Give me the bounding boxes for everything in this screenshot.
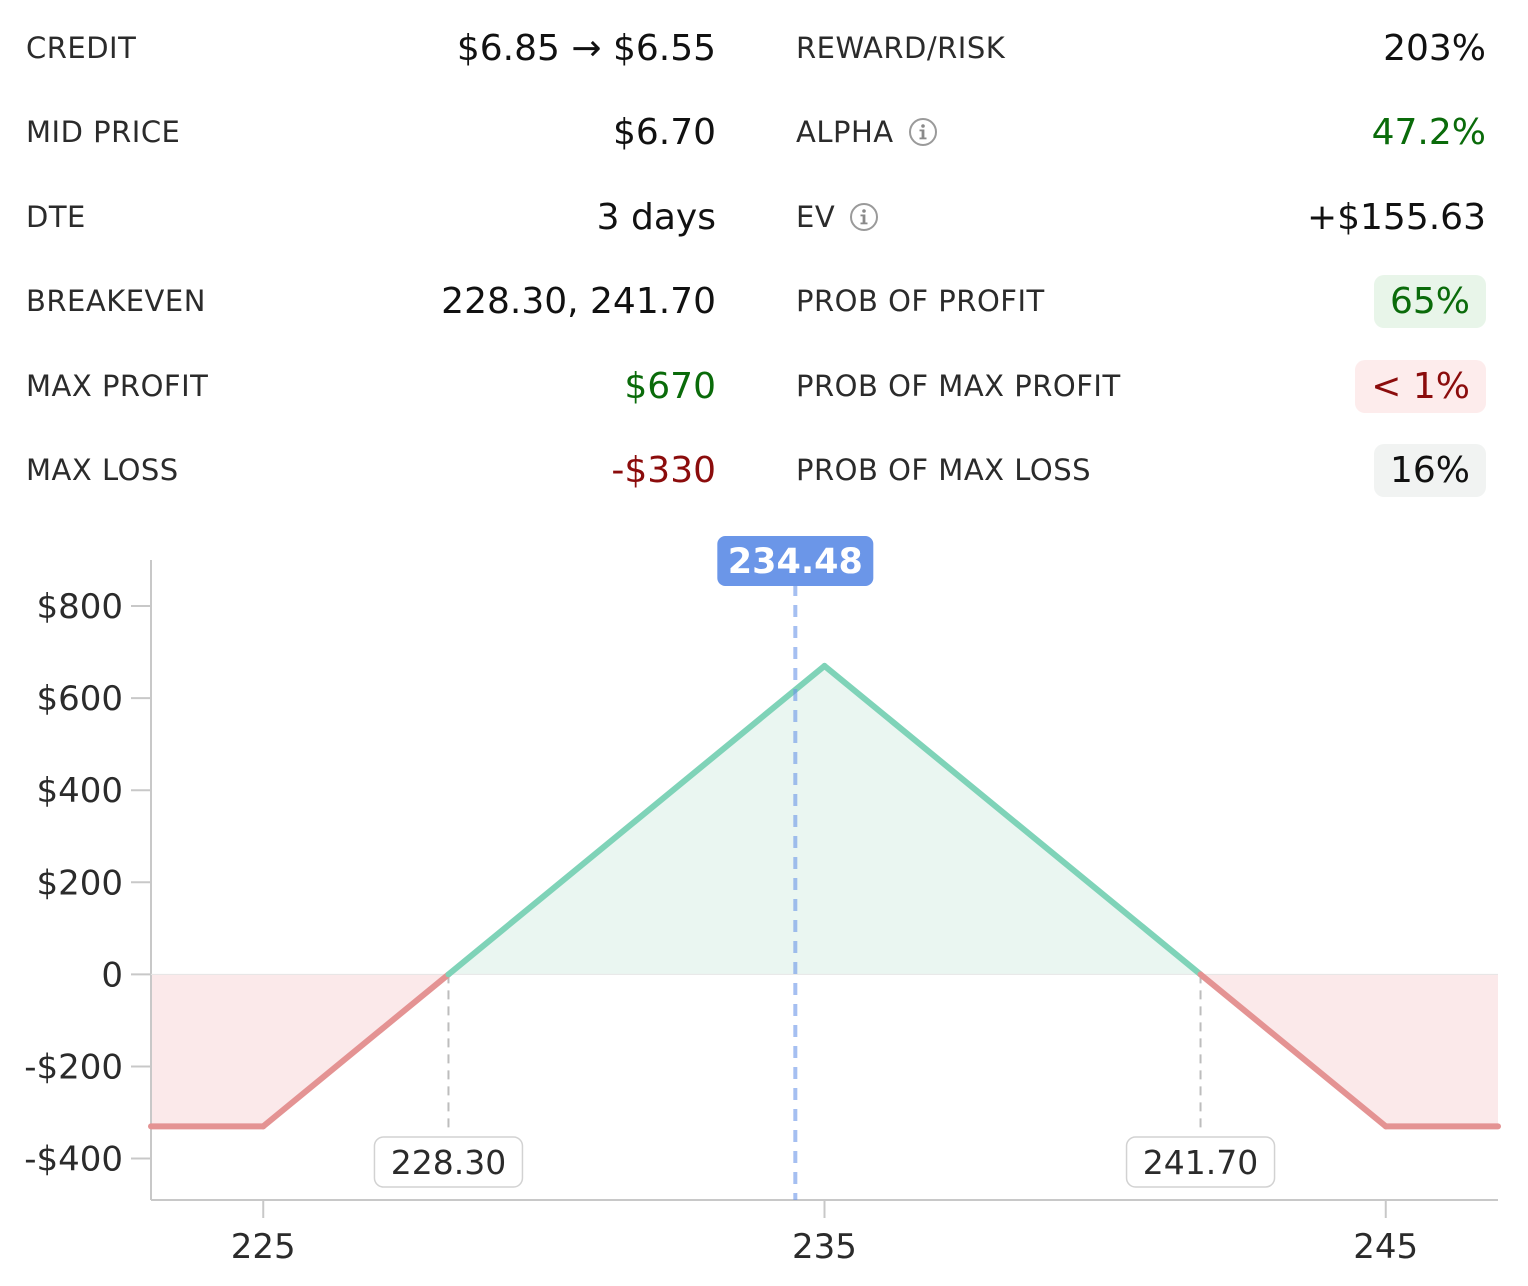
stat-value: $6.70 bbox=[612, 111, 716, 153]
stat-label-text: EV bbox=[796, 200, 836, 234]
x-tick-label: 235 bbox=[792, 1227, 857, 1267]
stat-label-text: MID PRICE bbox=[26, 115, 181, 149]
info-circle-icon[interactable] bbox=[849, 202, 879, 232]
stat-value-badge: 16% bbox=[1373, 443, 1486, 497]
stat-value-badge: < 1% bbox=[1355, 359, 1486, 413]
stat-label: DTE bbox=[26, 200, 86, 234]
breakeven-label: 228.30 bbox=[391, 1143, 506, 1182]
stat-label: PROB OF PROFIT bbox=[796, 284, 1045, 318]
payoff-segment-profit bbox=[821, 662, 1204, 978]
stat-value: $6.85 → $6.55 bbox=[456, 27, 716, 69]
y-tick-label: -$400 bbox=[24, 1140, 123, 1180]
payoff-segment-loss bbox=[260, 971, 452, 1130]
stat-label: EV bbox=[796, 200, 879, 234]
stat-value: 228.30, 241.70 bbox=[441, 280, 716, 322]
y-tick-label: $400 bbox=[36, 771, 123, 811]
stat-label-text: ALPHA bbox=[796, 115, 894, 149]
stat-label: MAX LOSS bbox=[26, 453, 179, 487]
loss-area-left bbox=[151, 974, 449, 1127]
stat-row-credit: CREDIT $6.85 → $6.55 bbox=[26, 6, 716, 90]
stat-value-badge: 65% bbox=[1373, 274, 1486, 328]
breakeven-label-box bbox=[1125, 1136, 1276, 1188]
stat-label-text: MAX LOSS bbox=[26, 453, 179, 487]
stat-value: -$330 bbox=[611, 449, 716, 491]
stat-row-dte: DTE 3 days bbox=[26, 175, 716, 259]
breakeven-label-box bbox=[373, 1136, 524, 1188]
stat-row-reward-risk: REWARD/RISK 203% bbox=[796, 6, 1486, 90]
payoff-chart: $800 $600 $400 $200 0 -$200 -$400 225 235 245 228.… bbox=[24, 536, 1501, 1267]
stat-row-ev: EV +$155.63 bbox=[796, 175, 1486, 259]
y-tick-label: $200 bbox=[36, 863, 123, 903]
stats-panel: CREDIT $6.85 → $6.55 MID PRICE $6.70 DTE 3 da… bbox=[0, 0, 1528, 520]
stat-label: MAX PROFIT bbox=[26, 369, 208, 403]
profit-area bbox=[448, 665, 1201, 975]
stat-label: CREDIT bbox=[26, 31, 136, 65]
stat-row-prob-of-max-loss: PROB OF MAX LOSS 16% bbox=[796, 428, 1486, 512]
stat-row-alpha: ALPHA 47.2% bbox=[796, 90, 1486, 174]
current-price-label: 234.48 bbox=[728, 542, 863, 582]
loss-area-right bbox=[1200, 974, 1498, 1127]
stat-value: 3 days bbox=[596, 196, 716, 238]
stat-row-prob-of-max-profit: PROB OF MAX PROFIT < 1% bbox=[796, 344, 1486, 428]
stat-label-text: BREAKEVEN bbox=[26, 284, 206, 318]
stat-label-text: MAX PROFIT bbox=[26, 369, 209, 403]
stat-value: $670 bbox=[624, 365, 716, 407]
stat-label: ALPHA bbox=[796, 115, 938, 149]
info-circle-icon[interactable] bbox=[908, 117, 938, 147]
stat-label: PROB OF MAX PROFIT bbox=[796, 369, 1121, 403]
payoff-segment-profit bbox=[445, 662, 828, 978]
stat-row-max-profit: MAX PROFIT $670 bbox=[26, 344, 716, 428]
y-tick-label: 0 bbox=[101, 955, 123, 995]
stat-label: PROB OF MAX LOSS bbox=[796, 453, 1091, 487]
stat-label-text: CREDIT bbox=[26, 31, 137, 65]
payoff-segment-loss bbox=[1197, 971, 1389, 1130]
stat-row-breakeven: BREAKEVEN 228.30, 241.70 bbox=[26, 259, 716, 343]
stat-label: MID PRICE bbox=[26, 115, 180, 149]
y-tick-label: $600 bbox=[36, 679, 123, 719]
y-tick-label: $800 bbox=[36, 587, 123, 627]
stat-row-mid-price: MID PRICE $6.70 bbox=[26, 90, 716, 174]
stat-value: 47.2% bbox=[1371, 111, 1486, 153]
stat-label-text: PROB OF PROFIT bbox=[796, 284, 1045, 318]
stat-label: BREAKEVEN bbox=[26, 284, 206, 318]
stat-row-prob-of-profit: PROB OF PROFIT 65% bbox=[796, 259, 1486, 343]
breakeven-label: 241.70 bbox=[1143, 1143, 1258, 1182]
x-tick-label: 245 bbox=[1353, 1227, 1418, 1267]
current-price-badge bbox=[717, 536, 874, 586]
stat-label-text: PROB OF MAX LOSS bbox=[796, 453, 1092, 487]
y-tick-label: -$200 bbox=[24, 1047, 123, 1087]
stat-label-text: DTE bbox=[26, 200, 86, 234]
stat-label-text: REWARD/RISK bbox=[796, 31, 1006, 65]
stat-row-max-loss: MAX LOSS -$330 bbox=[26, 428, 716, 512]
stat-label-text: PROB OF MAX PROFIT bbox=[796, 369, 1121, 403]
x-tick-label: 225 bbox=[231, 1227, 296, 1267]
stat-value: +$155.63 bbox=[1306, 196, 1486, 238]
stat-value: 203% bbox=[1383, 27, 1486, 69]
stat-label: REWARD/RISK bbox=[796, 31, 1005, 65]
